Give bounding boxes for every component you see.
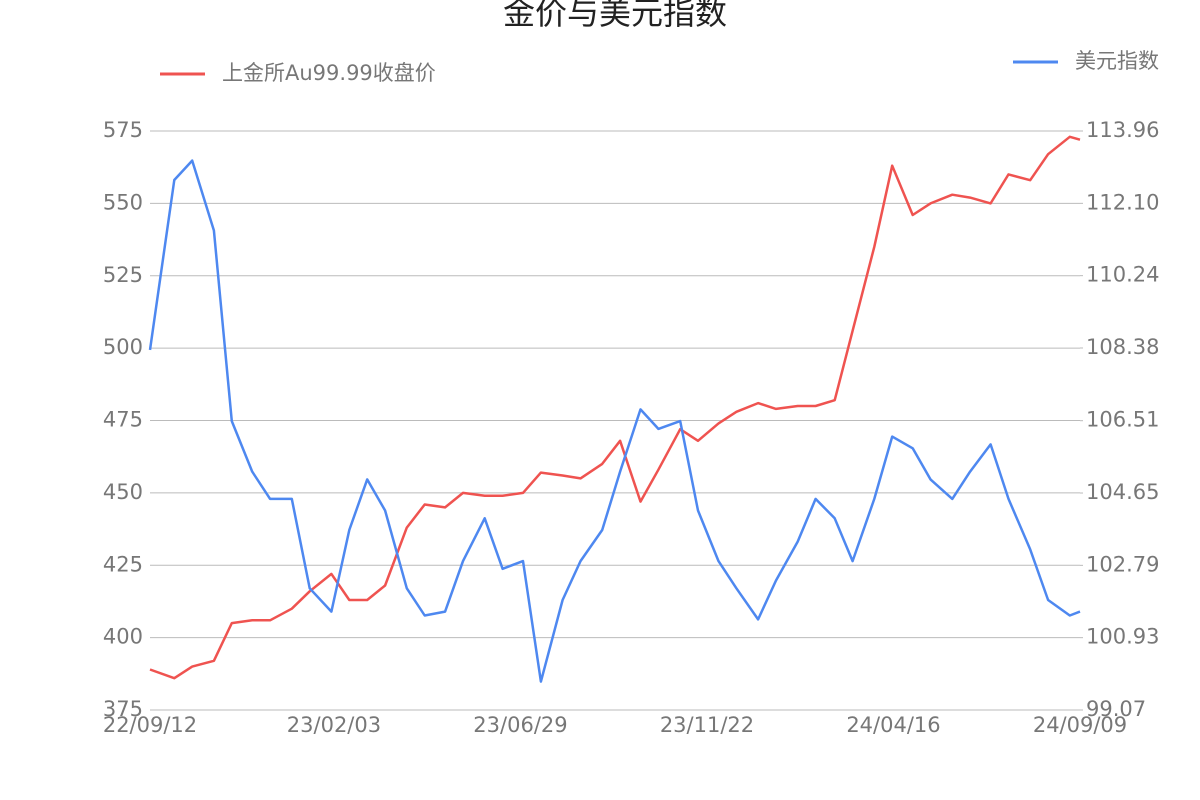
y2-tick-label: 102.79 — [1086, 552, 1159, 576]
series-line — [149, 135, 1081, 680]
y2-tick-label: 113.96 — [1086, 118, 1159, 142]
y2-tick-label: 110.24 — [1086, 263, 1159, 287]
y-tick-label: 575 — [103, 118, 143, 142]
y-tick-label: 450 — [103, 480, 143, 504]
x-tick-label: 24/04/16 — [846, 713, 940, 737]
legend-label: 上金所Au99.99收盘价 — [222, 61, 436, 85]
x-tick-label: 23/02/03 — [287, 713, 381, 737]
y-tick-label: 425 — [103, 552, 143, 576]
y2-tick-label: 99.07 — [1086, 697, 1146, 721]
y2-tick-label: 108.38 — [1086, 335, 1159, 359]
y-tick-label: 500 — [103, 335, 143, 359]
x-tick-label: 23/11/22 — [660, 713, 754, 737]
y-tick-label: 550 — [103, 190, 143, 214]
y2-tick-label: 100.93 — [1086, 625, 1159, 649]
y-tick-label: 525 — [103, 263, 143, 287]
x-tick-label: 23/06/29 — [473, 713, 567, 737]
y-tick-label: 400 — [103, 625, 143, 649]
y2-tick-label: 104.65 — [1086, 480, 1159, 504]
legend-label: 美元指数 — [1075, 49, 1159, 73]
y-tick-label: 475 — [103, 408, 143, 432]
y2-tick-label: 112.10 — [1086, 190, 1159, 214]
x-tick-label: 24/09/09 — [1033, 713, 1127, 737]
y2-tick-label: 106.51 — [1086, 408, 1159, 432]
x-tick-label: 22/09/12 — [103, 713, 197, 737]
series-line — [148, 159, 1081, 683]
y-tick-label: 375 — [103, 697, 143, 721]
chart-title: 金价与美元指数 — [503, 0, 727, 32]
